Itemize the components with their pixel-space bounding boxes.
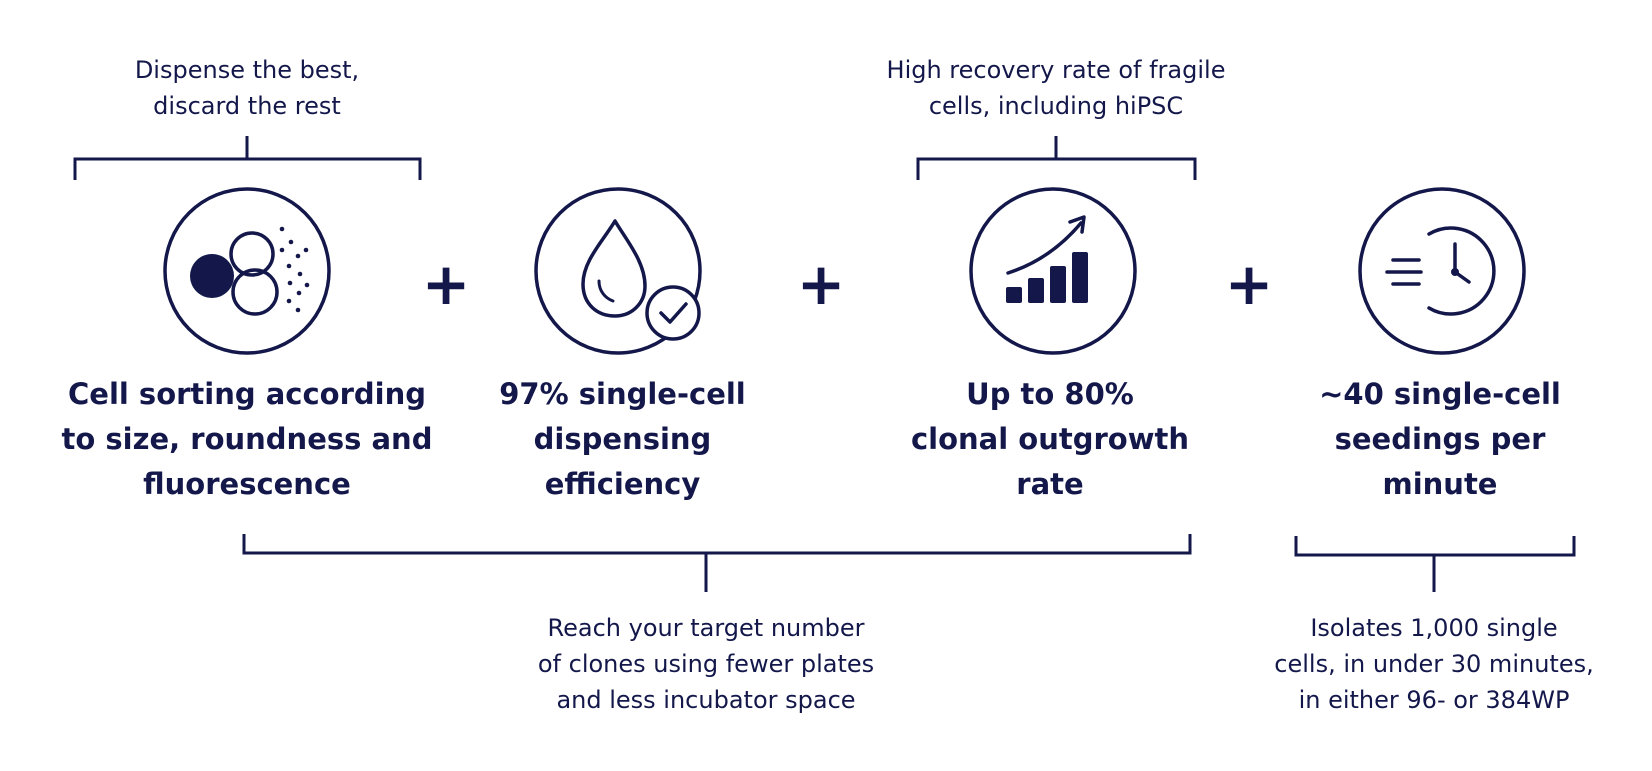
plus-sign-1: + [421, 250, 471, 318]
bottom-note-left: Reach your target number of clones using… [537, 614, 875, 714]
bottom-note-right: Isolates 1,000 single cells, in under 30… [1274, 614, 1594, 714]
plus-sign-3: + [1224, 250, 1274, 318]
feature-label-single-cell-efficiency: 97% single-cell dispensing efficiency [499, 377, 746, 501]
bracket-bottom-right [1294, 536, 1576, 592]
growth-chart-icon [969, 187, 1137, 355]
cell-sorting-icon [163, 187, 331, 355]
droplet-check-icon [534, 187, 702, 355]
bracket-top-right [916, 136, 1197, 180]
fast-clock-icon [1358, 187, 1526, 355]
feature-label-cell-sorting: Cell sorting according to size, roundnes… [61, 377, 433, 501]
top-note-left: Dispense the best, discard the rest [134, 56, 360, 120]
feature-label-seedings-per-minute: ~40 single-cell seedings per minute [1319, 377, 1561, 501]
feature-label-clonal-outgrowth: Up to 80% clonal outgrowth rate [910, 377, 1190, 501]
plus-sign-2: + [796, 250, 846, 318]
bracket-bottom-left [242, 534, 1192, 592]
top-note-right: High recovery rate of fragile cells, inc… [886, 56, 1226, 120]
bracket-top-left [73, 136, 422, 180]
